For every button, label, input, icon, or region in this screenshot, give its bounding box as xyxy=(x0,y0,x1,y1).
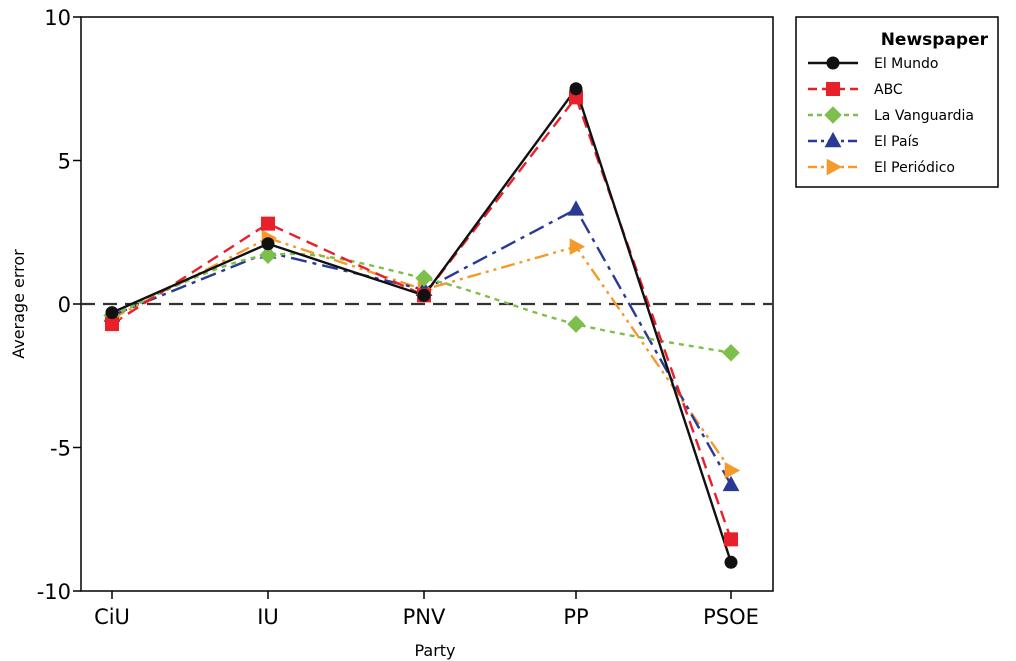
y-tick-label: -10 xyxy=(37,580,71,604)
data-point-abc xyxy=(105,317,119,332)
x-tick-label: PP xyxy=(563,605,588,629)
series-line-abc xyxy=(111,96,733,540)
y-tick-label: -5 xyxy=(50,437,71,461)
data-point-abc xyxy=(724,532,738,547)
legend-marker xyxy=(826,56,840,70)
data-point-el-mundo xyxy=(724,555,738,569)
data-point-el-mundo xyxy=(569,82,583,96)
legend-title: Newspaper xyxy=(881,30,989,50)
y-tick-label: 0 xyxy=(58,293,71,317)
legend-label: La Vanguardia xyxy=(874,108,974,124)
legend-marker xyxy=(826,82,840,96)
data-point-la-vanguardia xyxy=(415,269,433,287)
y-axis-title: Average error xyxy=(9,249,28,359)
legend-marker xyxy=(826,158,843,176)
legend-marker xyxy=(824,106,842,124)
data-point-el-mundo xyxy=(105,306,119,320)
series-line-el-peri-dico xyxy=(111,236,732,472)
legend-label: El País xyxy=(874,134,919,150)
data-point-abc xyxy=(261,216,275,231)
y-tick-label: 5 xyxy=(58,150,71,174)
data-point-el-pa-s xyxy=(722,475,740,492)
legend-label: El Mundo xyxy=(874,56,938,72)
legend: Newspaper El Mundo ABC La Vanguardia El País… xyxy=(795,16,999,188)
legend-label: El Periódico xyxy=(874,160,955,176)
data-point-la-vanguardia xyxy=(567,315,585,333)
plot-area: 10 5 0 -5 -10 CiU IU PNV PP PSOE xyxy=(37,6,774,629)
y-tick-label: 10 xyxy=(44,6,71,30)
x-tick-label: PNV xyxy=(403,605,446,629)
data-point-el-mundo xyxy=(417,288,431,302)
x-axis-title: Party xyxy=(414,641,455,660)
data-point-el-mundo xyxy=(261,237,275,251)
x-tick-label: PSOE xyxy=(703,605,759,629)
plot-frame xyxy=(80,16,774,592)
data-point-el-peri-dico xyxy=(724,462,741,479)
x-tick-label: CiU xyxy=(94,605,130,629)
data-point-el-pa-s xyxy=(567,200,585,216)
data-point-la-vanguardia xyxy=(259,246,277,264)
legend-label: ABC xyxy=(874,82,903,98)
series-line-el-mundo xyxy=(111,87,733,563)
x-tick-label: IU xyxy=(257,605,279,629)
legend-box xyxy=(795,16,999,188)
data-point-la-vanguardia xyxy=(722,344,740,362)
legend-marker xyxy=(824,131,842,148)
data-point-el-peri-dico xyxy=(569,238,586,255)
series-line-el-pa-s xyxy=(111,208,733,486)
